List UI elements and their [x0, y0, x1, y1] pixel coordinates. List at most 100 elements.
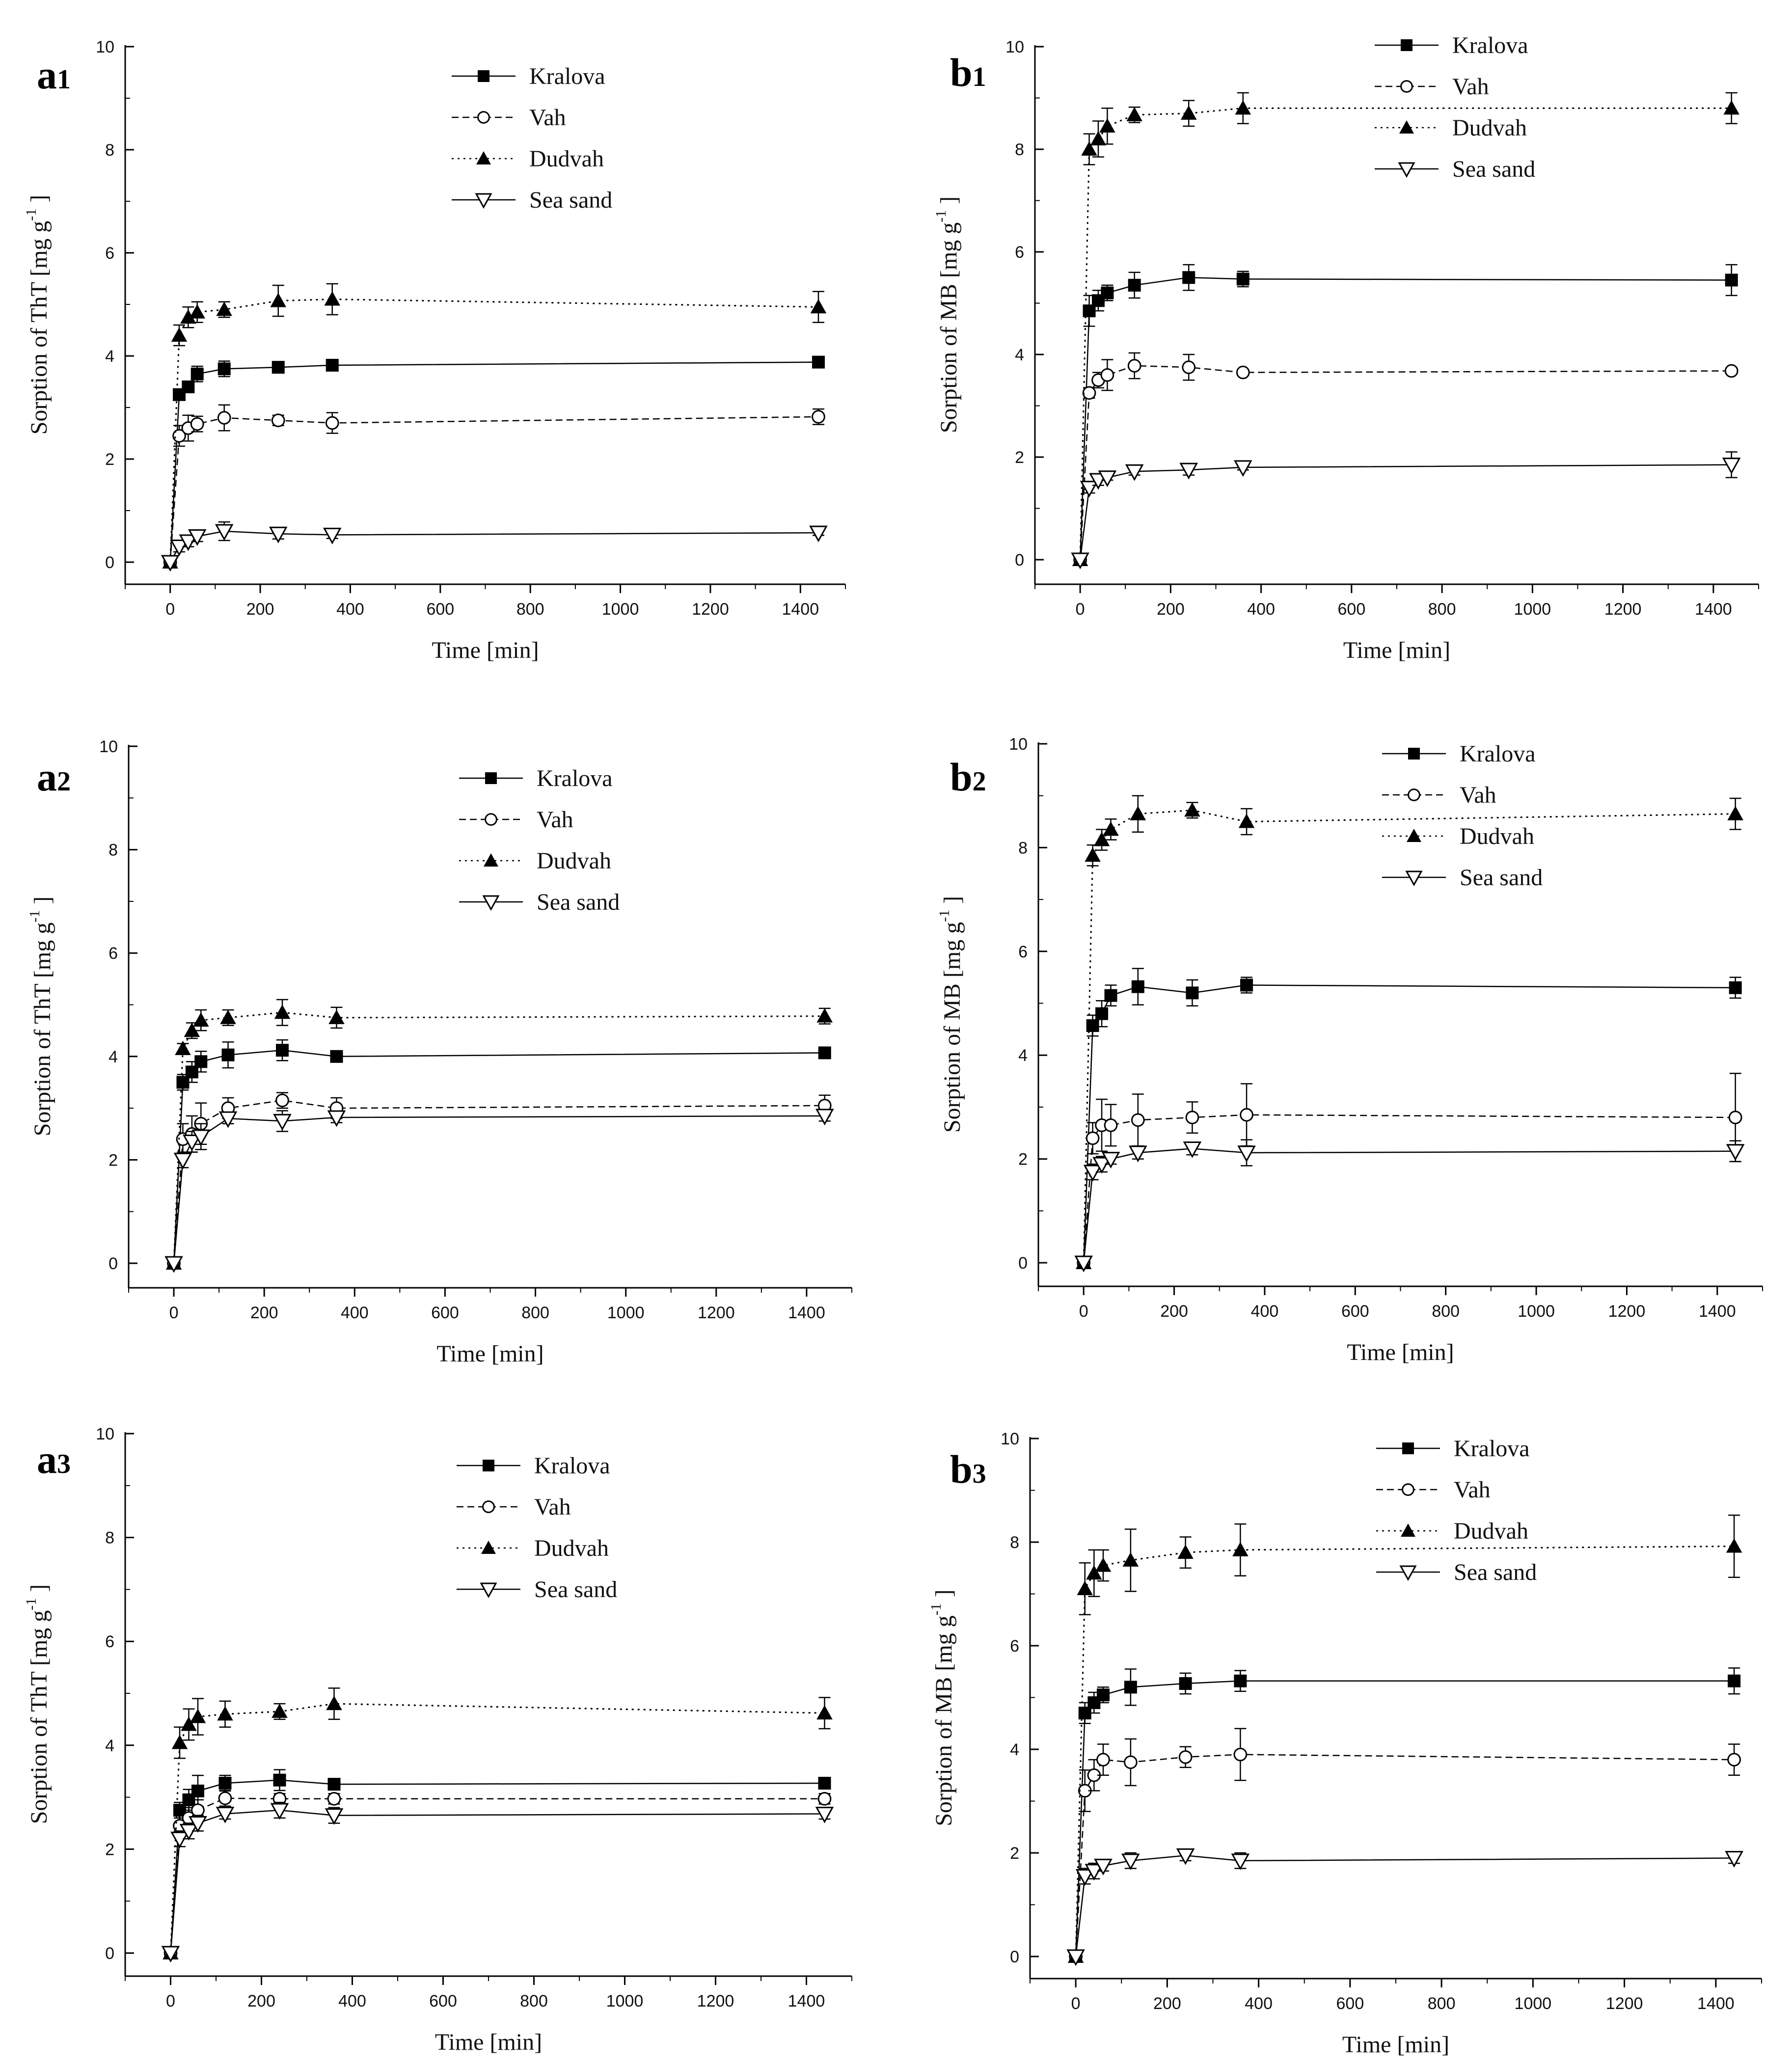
series-vah: [1069, 1728, 1741, 1963]
data-point: [1724, 364, 1738, 378]
data-point: [1096, 1753, 1110, 1766]
y-axis-label: Sorption of ThT [mg g-1 ]: [23, 195, 52, 435]
data-point: [1233, 460, 1252, 477]
legend-marker-shape: [1405, 870, 1423, 887]
series-vah: [1073, 352, 1738, 567]
x-tick-label: 800: [516, 600, 544, 619]
legend-marker: [485, 772, 497, 784]
series-dudvah: [1067, 1514, 1742, 1963]
data-point: [1176, 1848, 1195, 1865]
chart-panel-a2: 0 2 4 6 8 10 0 200 400 600 800 1000 1200 1400 Time [mi…: [27, 737, 852, 1367]
data-point: [184, 1022, 200, 1037]
legend-marker-shape: [1408, 748, 1420, 760]
data-point: [1086, 1565, 1102, 1580]
legend-label: Dudvah: [1452, 115, 1527, 141]
y-tick-label: 6: [109, 944, 118, 963]
y-tick-label: 2: [109, 1151, 118, 1169]
x-tick-label: 0: [1076, 600, 1085, 619]
series-line: [169, 298, 819, 563]
data-point: [190, 1709, 206, 1723]
data-point: [1074, 1255, 1093, 1273]
y-tick-label: 0: [105, 553, 114, 572]
y-tick-label: 8: [109, 841, 118, 860]
data-point: [815, 1806, 834, 1823]
panel-label: b2: [950, 755, 986, 799]
data-point: [193, 1012, 209, 1027]
series-dudvah: [165, 999, 833, 1270]
x-tick-label: 1400: [1697, 1994, 1735, 2013]
y-tick-label: 10: [1005, 38, 1024, 56]
data-point: [1186, 986, 1199, 1000]
data-point: [1081, 141, 1097, 156]
y-tick-label: 6: [1018, 943, 1028, 961]
y-tick-label: 8: [1015, 140, 1024, 159]
legend-label: Dudvah: [537, 848, 611, 874]
legend-label: Vah: [529, 105, 566, 131]
series-line: [169, 361, 818, 563]
x-tick-label: 200: [250, 1304, 278, 1322]
y-tick-label: 0: [109, 1254, 118, 1273]
data-point: [1127, 359, 1141, 373]
data-point: [326, 1695, 342, 1711]
data-point: [1125, 464, 1144, 481]
series-kralova: [1074, 264, 1738, 566]
data-point: [328, 1009, 345, 1024]
series-kralova: [167, 1039, 831, 1270]
data-point: [1233, 1747, 1248, 1762]
legend-marker-shape: [1398, 162, 1415, 178]
legend-marker: [482, 895, 500, 911]
data-point: [1124, 1681, 1137, 1694]
data-point: [1093, 832, 1110, 846]
x-tick-label: 1200: [698, 1304, 735, 1322]
data-point: [182, 380, 195, 393]
x-tick-label: 1200: [697, 1992, 734, 2011]
y-tick-label: 10: [96, 1425, 114, 1443]
legend-marker: [482, 1500, 495, 1513]
data-point: [1234, 1674, 1247, 1687]
data-point: [1178, 1750, 1193, 1764]
y-tick-label: 10: [99, 737, 118, 756]
legend-marker: [1407, 829, 1421, 842]
series-line: [1083, 809, 1736, 1263]
y-tick-label: 6: [105, 244, 114, 263]
data-point: [810, 299, 827, 314]
y-tick-label: 4: [1015, 346, 1024, 364]
data-point: [1129, 1145, 1147, 1163]
data-point: [818, 1046, 831, 1060]
series-vah: [163, 404, 825, 569]
data-point: [218, 1791, 232, 1805]
data-point: [276, 1044, 289, 1057]
legend-marker: [1402, 1442, 1414, 1454]
x-tick-label: 400: [341, 1304, 369, 1322]
data-point: [270, 1803, 289, 1820]
data-point: [1236, 272, 1249, 286]
data-point: [1728, 1674, 1741, 1687]
legend-marker-shape: [1401, 39, 1412, 51]
y-tick-label: 0: [1018, 1254, 1028, 1273]
x-tick-label: 0: [165, 600, 175, 619]
data-point: [1104, 989, 1117, 1002]
data-point: [1726, 1144, 1745, 1161]
legend-marker: [1408, 748, 1420, 760]
series-line: [1083, 984, 1736, 1263]
data-point: [1086, 1131, 1100, 1145]
data-point: [1723, 100, 1739, 115]
y-tick-label: 2: [105, 450, 114, 469]
data-point: [1090, 131, 1107, 146]
y-tick-label: 8: [105, 141, 114, 160]
data-point: [1727, 806, 1743, 820]
data-point: [1122, 1552, 1139, 1567]
y-tick-label: 4: [105, 347, 114, 366]
series-kralova: [163, 355, 825, 569]
series-line: [1083, 1148, 1736, 1263]
data-point: [191, 1784, 204, 1797]
data-point: [179, 1823, 198, 1841]
series-sea-sand: [161, 1801, 834, 1963]
data-point: [1097, 1688, 1110, 1702]
data-point: [218, 1777, 232, 1790]
legend-marker: [1402, 1483, 1414, 1496]
series-dudvah: [1072, 92, 1739, 566]
x-tick-label: 1400: [1699, 1302, 1736, 1321]
legend-marker-shape: [484, 853, 498, 867]
